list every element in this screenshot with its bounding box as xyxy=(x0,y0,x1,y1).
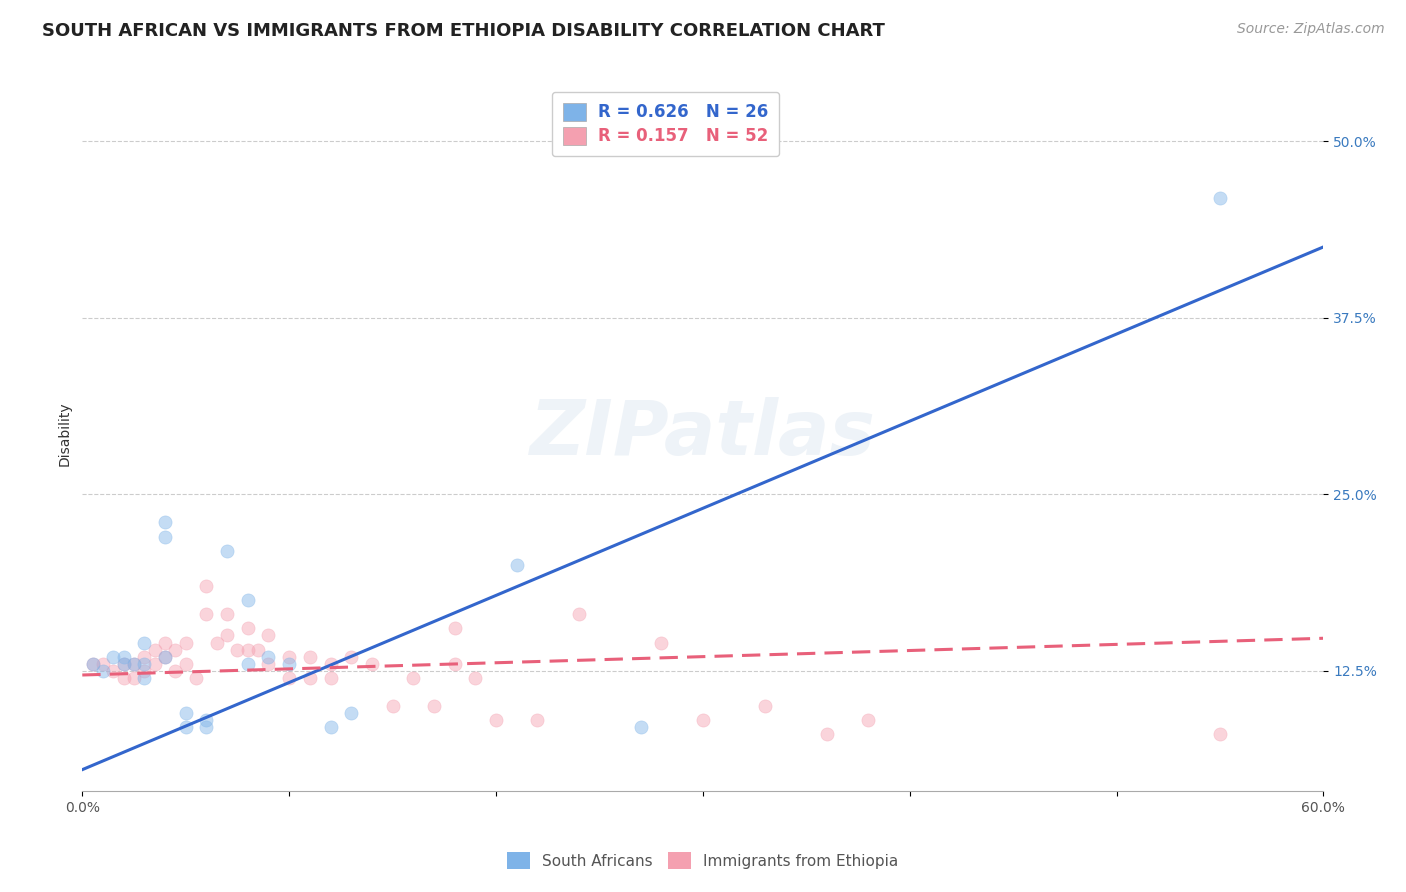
Point xyxy=(82,657,104,671)
Point xyxy=(319,657,342,671)
Point xyxy=(112,671,135,685)
Point xyxy=(443,621,465,635)
Point xyxy=(165,642,187,657)
Point xyxy=(402,671,425,685)
Point xyxy=(278,649,301,664)
Point xyxy=(298,671,321,685)
Point xyxy=(122,657,145,671)
Text: SOUTH AFRICAN VS IMMIGRANTS FROM ETHIOPIA DISABILITY CORRELATION CHART: SOUTH AFRICAN VS IMMIGRANTS FROM ETHIOPI… xyxy=(42,22,884,40)
Point xyxy=(91,657,114,671)
Point xyxy=(82,657,104,671)
Point xyxy=(112,649,135,664)
Point xyxy=(174,657,197,671)
Point xyxy=(236,593,259,607)
Point xyxy=(443,657,465,671)
Point xyxy=(360,657,382,671)
Point xyxy=(205,635,228,649)
Point xyxy=(91,664,114,678)
Point xyxy=(134,649,156,664)
Point xyxy=(134,671,156,685)
Point xyxy=(278,671,301,685)
Point xyxy=(195,579,218,593)
Point xyxy=(184,671,207,685)
Point xyxy=(340,706,363,720)
Point xyxy=(174,706,197,720)
Point xyxy=(165,664,187,678)
Point xyxy=(236,657,259,671)
Point xyxy=(174,635,197,649)
Point xyxy=(217,628,239,642)
Point xyxy=(423,699,446,714)
Point xyxy=(153,530,176,544)
Point xyxy=(134,664,156,678)
Text: Source: ZipAtlas.com: Source: ZipAtlas.com xyxy=(1237,22,1385,37)
Point xyxy=(174,720,197,734)
Point xyxy=(340,649,363,664)
Point xyxy=(526,713,548,727)
Legend: South Africans, Immigrants from Ethiopia: South Africans, Immigrants from Ethiopia xyxy=(501,846,905,875)
Point xyxy=(247,642,270,657)
Point xyxy=(153,649,176,664)
Point xyxy=(298,649,321,664)
Point xyxy=(217,543,239,558)
Point xyxy=(568,607,591,622)
Point xyxy=(1209,190,1232,204)
Point xyxy=(217,607,239,622)
Point xyxy=(195,720,218,734)
Point xyxy=(134,635,156,649)
Point xyxy=(236,621,259,635)
Point xyxy=(630,720,652,734)
Point xyxy=(153,516,176,530)
Point xyxy=(1209,727,1232,741)
Point xyxy=(226,642,249,657)
Point xyxy=(505,558,527,572)
Point xyxy=(278,657,301,671)
Point xyxy=(122,671,145,685)
Point xyxy=(485,713,508,727)
Point xyxy=(754,699,776,714)
Point xyxy=(195,607,218,622)
Legend: R = 0.626   N = 26, R = 0.157   N = 52: R = 0.626 N = 26, R = 0.157 N = 52 xyxy=(553,92,779,156)
Point xyxy=(122,657,145,671)
Point xyxy=(858,713,880,727)
Point xyxy=(257,649,280,664)
Point xyxy=(143,642,166,657)
Point xyxy=(236,642,259,657)
Y-axis label: Disability: Disability xyxy=(58,401,72,467)
Point xyxy=(134,657,156,671)
Point xyxy=(692,713,714,727)
Point xyxy=(650,635,672,649)
Point xyxy=(257,628,280,642)
Point xyxy=(464,671,486,685)
Text: ZIPatlas: ZIPatlas xyxy=(530,397,876,471)
Point xyxy=(112,657,135,671)
Point xyxy=(153,635,176,649)
Point xyxy=(815,727,838,741)
Point xyxy=(112,657,135,671)
Point xyxy=(195,713,218,727)
Point xyxy=(103,664,125,678)
Point xyxy=(319,671,342,685)
Point xyxy=(153,649,176,664)
Point xyxy=(257,657,280,671)
Point xyxy=(103,649,125,664)
Point xyxy=(143,657,166,671)
Point xyxy=(381,699,404,714)
Point xyxy=(319,720,342,734)
